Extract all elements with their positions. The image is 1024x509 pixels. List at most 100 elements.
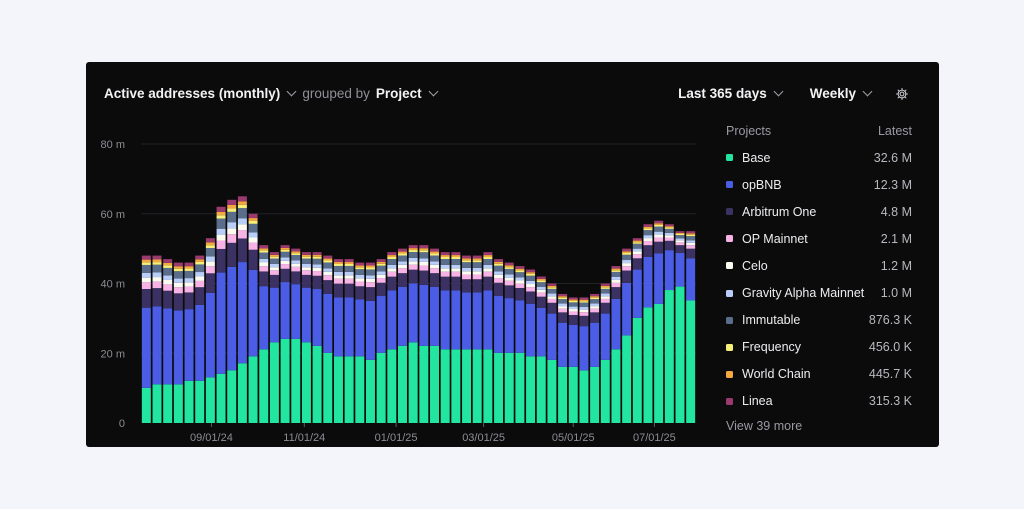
legend-item[interactable]: Celo 1.2 M [726, 252, 912, 279]
bar-segment [504, 352, 514, 423]
bar-segment [205, 242, 215, 246]
bar-segment [526, 356, 536, 423]
gear-icon[interactable] [895, 87, 909, 101]
y-tick-label: 0 [119, 418, 125, 430]
bar-segment [141, 255, 151, 260]
bar-segment [430, 251, 439, 254]
bar-segment [526, 287, 536, 292]
legend-item[interactable]: Linea 315.3 K [726, 388, 912, 415]
bar-segment [205, 248, 215, 257]
bar-segment [408, 248, 418, 251]
bar-segment [398, 248, 407, 252]
bar-segment [590, 366, 600, 423]
bar-segment [494, 274, 504, 279]
bar-segment [237, 208, 247, 219]
bar-segment [472, 262, 482, 268]
bar-segment [323, 293, 333, 353]
bar-segment [301, 256, 311, 259]
bar-segment [664, 250, 674, 291]
bar-segment [141, 259, 151, 263]
bar-segment [664, 227, 674, 229]
bar-segment [483, 268, 493, 272]
legend-item[interactable]: Immutable 876.3 K [726, 307, 912, 334]
bar-segment [611, 271, 621, 277]
bar-segment [579, 301, 589, 303]
bar-segment [654, 237, 664, 242]
bar-segment [611, 282, 621, 288]
bar-segment [568, 311, 578, 315]
bar-segment [568, 299, 578, 301]
bar-segment [355, 281, 365, 287]
legend-item[interactable]: Gravity Alpha Mainnet 1.0 M [726, 279, 912, 306]
bar-segment [536, 282, 546, 288]
bar-segment [558, 306, 568, 309]
bar-segment [568, 306, 578, 310]
range-dropdown[interactable]: Last 365 days [678, 86, 784, 101]
bar-segment [451, 349, 461, 423]
bar-segment [387, 271, 397, 277]
legend-item[interactable]: opBNB 12.3 M [726, 171, 912, 198]
bar-segment [237, 201, 247, 205]
bar-segment [227, 211, 237, 223]
bar-segment [430, 268, 439, 274]
bar-segment [675, 240, 685, 243]
bar-segment [163, 259, 173, 263]
bar-segment [547, 293, 557, 297]
bar-segment [675, 286, 685, 423]
bar-segment [408, 342, 418, 423]
bar-segment [504, 298, 514, 353]
view-more-link[interactable]: View 39 more [726, 418, 803, 433]
bar-segment [152, 288, 162, 307]
bar-segment [579, 302, 589, 308]
legend-item-value: 32.6 M [873, 150, 912, 165]
bar-segment [216, 234, 226, 241]
bar-segment [333, 356, 343, 423]
bar-segment [451, 290, 461, 350]
bar-segment [259, 258, 269, 263]
bar-segment [462, 267, 472, 272]
bar-segment [173, 282, 183, 288]
legend-item[interactable]: Base 32.6 M [726, 144, 912, 171]
group-dropdown[interactable]: Project [376, 86, 439, 101]
bar-segment [269, 270, 279, 275]
bar-segment [632, 243, 642, 249]
bar-segment [259, 250, 269, 253]
bar-segment [558, 308, 568, 313]
bar-segment [515, 352, 525, 423]
bar-segment [280, 338, 290, 423]
interval-dropdown[interactable]: Weekly [809, 86, 873, 101]
legend-item-name: opBNB [742, 177, 782, 192]
legend-swatch [726, 397, 733, 405]
bar-segment [173, 266, 183, 269]
bar-segment [173, 271, 183, 279]
bar-segment [355, 356, 365, 423]
bar-segment [686, 234, 696, 237]
bar-segment [579, 297, 589, 300]
bar-segment [355, 267, 365, 270]
bar-segment [536, 289, 546, 293]
bar-segment [184, 266, 194, 269]
interval-label: Weekly [809, 86, 856, 101]
metric-dropdown[interactable]: Active addresses (monthly) [104, 86, 297, 101]
legend-item[interactable]: Arbitrum One 4.8 M [726, 198, 912, 225]
bar-segment [622, 253, 632, 255]
legend-item[interactable]: Frequency 456.0 K [726, 334, 912, 361]
bar-segment [504, 267, 514, 269]
bar-segment [280, 245, 290, 248]
bar-segment [600, 293, 610, 297]
legend-item[interactable]: World Chain 445.7 K [726, 361, 912, 388]
bar-segment [184, 292, 194, 310]
legend-item[interactable]: OP Mainnet 2.1 M [726, 225, 912, 252]
bar-segment [494, 278, 504, 283]
bar-segment [622, 335, 632, 423]
bar-segment [430, 261, 439, 265]
bar-segment [312, 271, 322, 276]
bar-segment [248, 356, 258, 423]
bar-segment [483, 257, 493, 259]
bar-segment [163, 267, 173, 276]
bar-segment [664, 290, 674, 423]
bar-segment [451, 257, 461, 259]
bar-segment [440, 258, 450, 265]
bar-segment [280, 282, 290, 339]
bar-segment [387, 257, 397, 259]
